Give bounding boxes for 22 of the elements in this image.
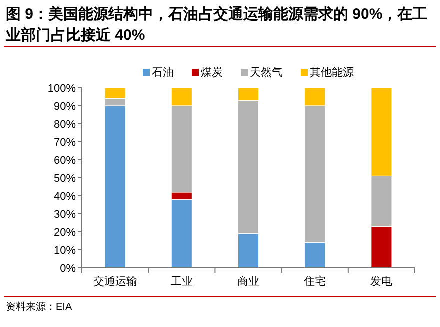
x-tick-label: 交通运输	[93, 275, 138, 288]
legend-label: 石油	[152, 66, 174, 79]
legend-label: 天然气	[250, 67, 283, 79]
y-tick-label: 0%	[60, 263, 76, 275]
text: 资料来源：EIA	[6, 301, 72, 313]
legend-label: 其他能源	[310, 66, 354, 79]
y-tick-label: 90%	[54, 101, 76, 113]
y-tick-label: 50%	[54, 173, 76, 185]
y-tick-label: 60%	[54, 155, 76, 167]
y-tick-label: 70%	[54, 137, 76, 149]
x-tick-label: 发电	[370, 275, 393, 288]
x-tick-label: 工业	[170, 275, 193, 288]
y-tick-label: 30%	[54, 209, 76, 221]
y-tick-label: 40%	[54, 191, 76, 203]
legend-label: 煤炭	[201, 66, 223, 79]
y-tick-label: 20%	[54, 227, 76, 239]
x-tick-label: 住宅	[304, 275, 326, 288]
x-tick-label: 商业	[238, 275, 260, 288]
y-tick-label: 100%	[48, 83, 76, 95]
y-tick-label: 80%	[54, 119, 76, 131]
title: 图 9：美国能源结构中，石油占交通运输能源需求的 90%，在工业部门占比接近 40%	[6, 6, 428, 44]
y-tick-label: 10%	[54, 245, 76, 257]
